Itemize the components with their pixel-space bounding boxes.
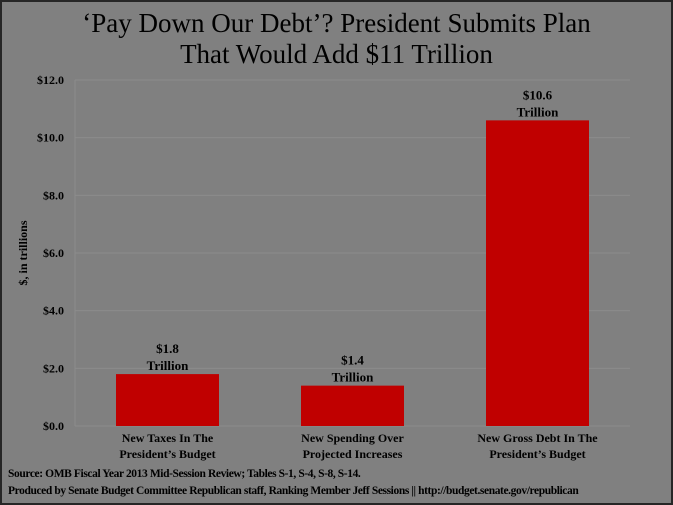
x-tick-label: New Taxes In The (122, 431, 214, 445)
x-tick-label: President’s Budget (489, 447, 585, 461)
title-line-1: ‘Pay Down Our Debt’? President Submits P… (82, 8, 591, 38)
x-tick-label: New Gross Debt In The (477, 431, 598, 445)
produced-by-note: Produced by Senate Budget Committee Repu… (8, 485, 579, 497)
data-label-value: $10.6 (523, 87, 553, 102)
y-tick-label: $0.0 (43, 419, 64, 433)
source-note: Source: OMB Fiscal Year 2013 Mid-Session… (8, 468, 361, 480)
data-label-unit: Trillion (332, 370, 374, 385)
x-tick-label: New Spending Over (301, 431, 404, 445)
y-tick-label: $4.0 (43, 304, 64, 318)
y-axis-label: $, in trillions (16, 220, 30, 285)
bar (486, 120, 589, 426)
y-tick-label: $10.0 (37, 131, 64, 145)
x-tick-label: President’s Budget (119, 447, 215, 461)
title-line-2: That Would Add $11 Trillion (180, 39, 493, 69)
data-label-unit: Trillion (517, 104, 559, 119)
data-label-value: $1.4 (341, 353, 364, 368)
chart-title: ‘Pay Down Our Debt’? President Submits P… (0, 8, 673, 70)
y-tick-label: $2.0 (43, 361, 64, 375)
y-tick-label: $6.0 (43, 246, 64, 260)
x-tick-label: Projected Increases (303, 447, 403, 461)
bar (116, 374, 219, 426)
bar (301, 385, 404, 426)
data-label-value: $1.8 (156, 341, 179, 356)
data-label-unit: Trillion (147, 358, 189, 373)
y-tick-label: $8.0 (43, 188, 64, 202)
y-tick-label: $12.0 (37, 73, 64, 87)
